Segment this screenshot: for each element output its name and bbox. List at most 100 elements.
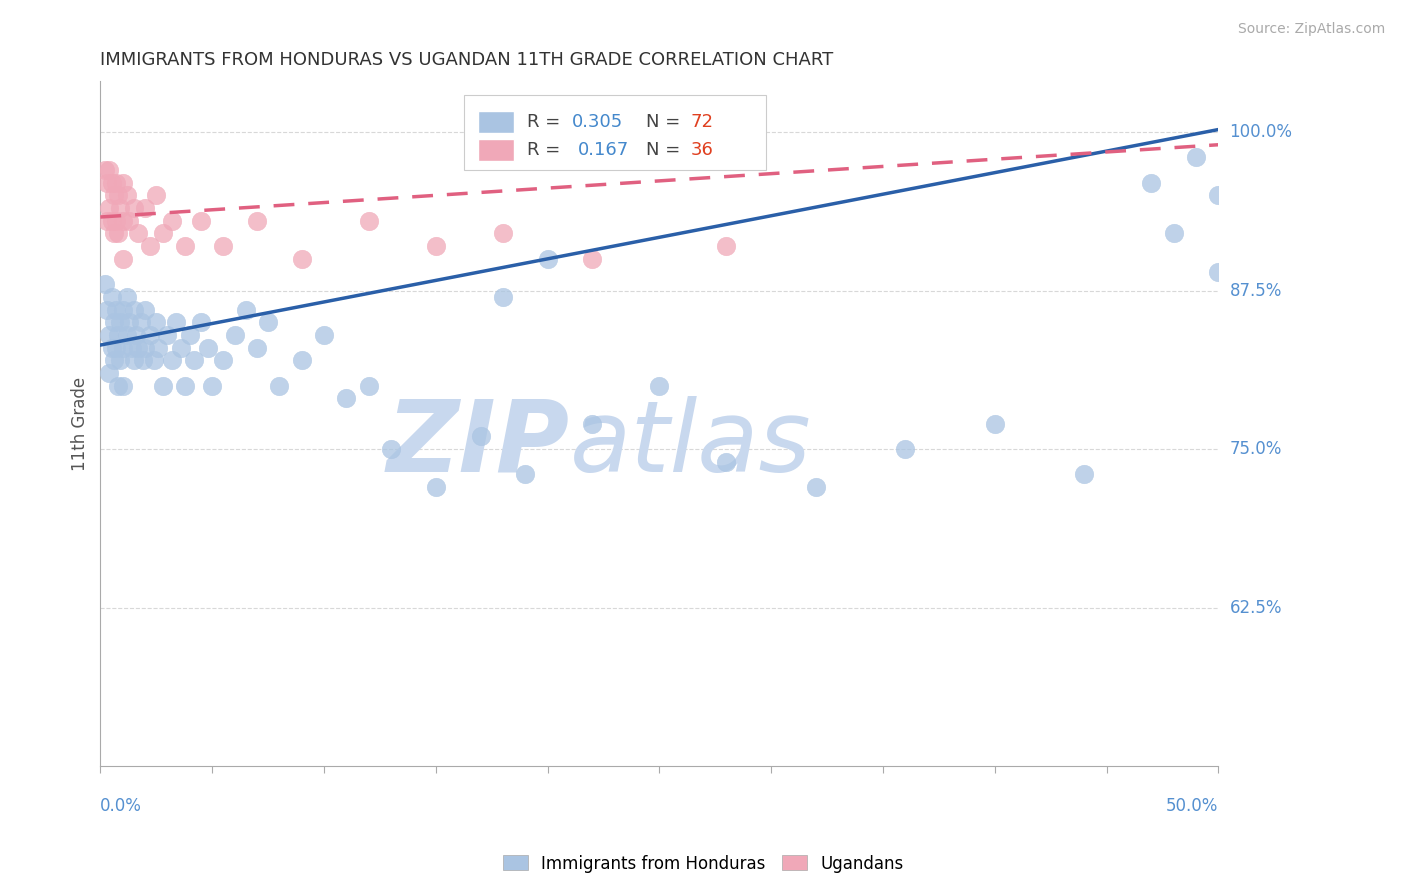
Text: Source: ZipAtlas.com: Source: ZipAtlas.com (1237, 22, 1385, 37)
Point (269, 378, 291, 392)
Point (716, 239, 738, 253)
Point (127, 227, 149, 241)
Point (246, 341, 269, 355)
Point (804, 480, 827, 494)
Point (98, 163, 121, 178)
Point (291, 353, 314, 368)
Text: ZIP: ZIP (387, 396, 569, 492)
Point (152, 227, 174, 241)
Point (134, 302, 156, 317)
Text: atlas: atlas (569, 396, 811, 492)
Point (1073, 467, 1095, 482)
Point (357, 214, 380, 228)
Point (312, 327, 335, 342)
Point (1163, 227, 1185, 241)
Point (111, 302, 134, 317)
Point (96, 302, 118, 317)
Point (121, 341, 143, 355)
Point (174, 378, 197, 392)
Point (138, 239, 160, 253)
Point (1208, 264, 1230, 278)
Text: 87.5%: 87.5% (1230, 282, 1282, 300)
Point (122, 201, 145, 215)
Text: 75.0%: 75.0% (1230, 440, 1282, 458)
Point (212, 239, 235, 253)
Point (492, 290, 515, 304)
Point (107, 327, 129, 342)
Point (212, 353, 235, 368)
Point (425, 239, 447, 253)
Point (165, 315, 187, 329)
Point (132, 353, 155, 368)
Text: R =: R = (527, 141, 572, 159)
Point (103, 315, 125, 329)
FancyBboxPatch shape (464, 95, 766, 170)
Point (145, 315, 167, 329)
Text: N =: N = (645, 113, 686, 131)
Point (107, 227, 129, 241)
Text: 0.0%: 0.0% (100, 797, 142, 814)
Text: 62.5%: 62.5% (1230, 599, 1282, 616)
Point (94, 163, 117, 178)
Point (160, 214, 183, 228)
Point (134, 341, 156, 355)
Point (129, 315, 152, 329)
Text: 0.167: 0.167 (578, 141, 628, 159)
Point (118, 214, 141, 228)
FancyBboxPatch shape (478, 112, 515, 134)
Point (100, 176, 122, 190)
Point (105, 341, 128, 355)
Point (246, 214, 269, 228)
Point (190, 214, 212, 228)
Point (581, 252, 603, 266)
Point (1140, 176, 1163, 190)
Point (138, 327, 160, 342)
Point (98, 201, 121, 215)
Point (122, 353, 145, 368)
Point (174, 239, 197, 253)
Text: 100.0%: 100.0% (1230, 123, 1292, 141)
Point (115, 327, 138, 342)
Point (291, 252, 314, 266)
Point (94, 277, 117, 292)
Point (984, 417, 1007, 431)
Point (111, 378, 134, 392)
Point (98, 327, 121, 342)
Point (107, 188, 129, 202)
Y-axis label: 11th Grade: 11th Grade (72, 376, 89, 471)
Text: N =: N = (645, 141, 686, 159)
Point (257, 315, 280, 329)
Point (1208, 188, 1230, 202)
Point (111, 341, 134, 355)
Point (115, 188, 138, 202)
Point (425, 480, 447, 494)
Point (716, 455, 738, 469)
Point (100, 214, 122, 228)
FancyBboxPatch shape (478, 139, 515, 161)
Point (201, 378, 224, 392)
Point (183, 353, 205, 368)
Point (100, 341, 122, 355)
Point (170, 341, 193, 355)
Point (357, 378, 380, 392)
Point (96, 176, 118, 190)
Point (103, 227, 125, 241)
Point (122, 302, 145, 317)
Point (515, 467, 537, 482)
Point (143, 353, 166, 368)
Point (134, 201, 156, 215)
Point (110, 201, 132, 215)
Point (148, 341, 170, 355)
Text: 50.0%: 50.0% (1166, 797, 1219, 814)
Point (118, 315, 141, 329)
Point (110, 353, 132, 368)
Legend: Immigrants from Honduras, Ugandans: Immigrants from Honduras, Ugandans (496, 848, 910, 880)
Point (110, 315, 132, 329)
Point (105, 302, 128, 317)
Point (127, 341, 149, 355)
Point (100, 290, 122, 304)
Text: R =: R = (527, 113, 567, 131)
Point (105, 176, 128, 190)
Point (335, 392, 357, 406)
Text: 0.305: 0.305 (572, 113, 623, 131)
